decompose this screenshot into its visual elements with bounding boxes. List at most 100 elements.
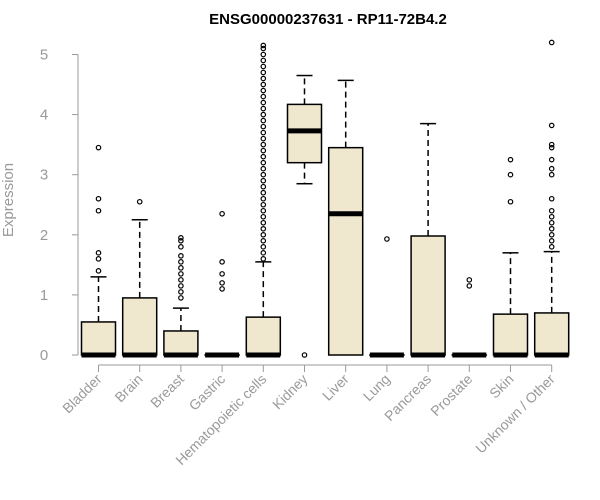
outlier-point — [260, 42, 267, 49]
x-tick-label: Brain — [111, 371, 145, 405]
outlier-point — [260, 256, 267, 262]
box-3 — [204, 210, 240, 358]
x-tick-label: Prostate — [427, 371, 475, 419]
outlier-point — [178, 277, 184, 283]
outlier-point — [260, 81, 267, 88]
outlier-point — [260, 123, 267, 130]
outlier-point — [260, 171, 267, 178]
x-tick-label: Liver — [319, 371, 352, 404]
outlier-point — [219, 286, 225, 292]
outlier-point — [507, 198, 514, 205]
outlier-point — [136, 198, 143, 205]
outlier-point — [178, 265, 184, 271]
x-tick-label: Bladder — [59, 371, 105, 417]
outlier-point — [178, 235, 184, 241]
outlier-point — [548, 195, 555, 202]
box-6 — [327, 79, 364, 356]
outlier-point — [260, 165, 267, 172]
x-tick-label: Breast — [147, 371, 187, 411]
outlier-point — [260, 183, 267, 190]
outlier-point — [219, 259, 225, 265]
outlier-point — [260, 213, 267, 220]
outlier-point — [260, 117, 267, 124]
box-9 — [451, 277, 488, 358]
outlier-point — [178, 244, 184, 250]
outlier-point — [548, 39, 555, 46]
outlier-point — [548, 171, 555, 178]
outlier-point — [384, 236, 390, 242]
outlier-point — [219, 280, 225, 286]
box-rect — [163, 330, 199, 356]
outlier-point — [260, 75, 267, 82]
box-rect — [533, 312, 570, 356]
x-tick-label: Kidney — [269, 371, 311, 413]
outlier-point — [260, 201, 267, 208]
outlier-point — [548, 156, 555, 163]
outlier-point — [95, 256, 102, 262]
outlier-point — [260, 87, 267, 94]
outlier-point — [548, 207, 555, 214]
outlier-point — [95, 195, 102, 202]
outlier-point — [260, 135, 267, 142]
outlier-point — [178, 253, 184, 259]
box-rect — [492, 313, 529, 356]
outlier-point — [466, 277, 473, 283]
outlier-point — [260, 129, 267, 136]
box-rect — [286, 103, 323, 164]
y-tick-label: 0 — [40, 347, 48, 364]
box-8 — [410, 122, 446, 358]
outlier-point — [260, 195, 267, 202]
y-axis: 0 1 2 3 4 5 — [40, 47, 79, 364]
outlier-point — [548, 225, 555, 232]
box-rect — [327, 146, 364, 356]
outlier-point — [260, 111, 267, 118]
box-4 — [245, 42, 282, 358]
outlier-point — [260, 45, 267, 52]
outlier-point — [507, 171, 514, 178]
y-tick-label: 2 — [40, 227, 48, 244]
y-tick-label: 5 — [40, 47, 48, 64]
box-1 — [121, 198, 158, 358]
outlier-point — [548, 144, 555, 151]
outlier-point — [260, 250, 267, 256]
outlier-point — [260, 69, 267, 76]
outlier-point — [95, 144, 102, 151]
x-tick-label: Skin — [486, 371, 517, 402]
outlier-point — [260, 219, 267, 226]
outlier-point — [95, 250, 102, 256]
outlier-point — [95, 268, 102, 274]
chart-title: ENSG00000237631 - RP11-72B4.2 — [209, 11, 447, 28]
outlier-point — [260, 93, 267, 100]
outlier-point — [260, 57, 267, 64]
outlier-point — [219, 210, 225, 217]
outlier-point — [507, 156, 514, 163]
box-rect — [410, 235, 446, 356]
outlier-point — [548, 238, 555, 244]
outlier-point — [301, 352, 308, 358]
outlier-point — [260, 207, 267, 214]
outlier-point — [260, 232, 267, 238]
outlier-point — [260, 189, 267, 196]
outlier-point — [260, 63, 267, 70]
outlier-point — [260, 147, 267, 154]
outlier-point — [548, 165, 555, 172]
outlier-point — [178, 283, 184, 289]
outlier-point — [260, 153, 267, 160]
box-7 — [369, 236, 405, 358]
x-tick-label: Lung — [360, 371, 393, 404]
box-rect — [80, 321, 117, 356]
outlier-point — [260, 51, 267, 58]
box-11 — [533, 39, 570, 358]
outlier-point — [178, 238, 184, 244]
box-2 — [163, 235, 199, 358]
y-tick-label: 3 — [40, 167, 48, 184]
box-rect — [121, 297, 158, 356]
box-rect — [245, 316, 282, 356]
box-5 — [286, 74, 323, 358]
outlier-point — [260, 105, 267, 112]
outlier-point — [260, 159, 267, 166]
outlier-point — [178, 271, 184, 277]
outlier-point — [548, 213, 555, 220]
outlier-point — [548, 232, 555, 238]
